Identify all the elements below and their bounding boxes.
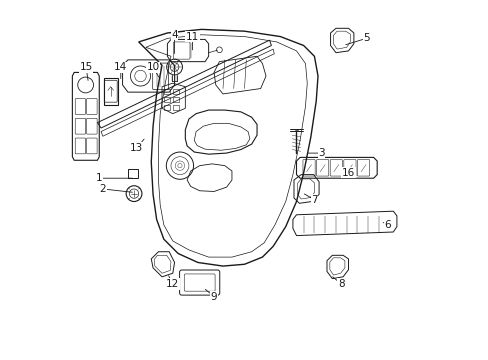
Text: 4: 4 xyxy=(171,30,178,40)
Bar xyxy=(163,105,170,110)
Text: 11: 11 xyxy=(185,32,199,41)
Bar xyxy=(163,97,170,102)
Text: 12: 12 xyxy=(166,279,179,289)
Text: 6: 6 xyxy=(384,220,390,230)
Text: 16: 16 xyxy=(341,168,354,178)
Text: 15: 15 xyxy=(79,62,92,72)
Text: 3: 3 xyxy=(318,148,324,158)
Bar xyxy=(172,97,179,102)
Bar xyxy=(128,169,138,178)
Text: 13: 13 xyxy=(130,143,143,153)
Bar xyxy=(172,89,179,94)
Bar xyxy=(172,105,179,110)
Bar xyxy=(163,89,170,94)
Text: 7: 7 xyxy=(310,195,317,205)
Text: 14: 14 xyxy=(114,62,127,72)
Text: 9: 9 xyxy=(210,292,217,302)
Text: 5: 5 xyxy=(363,33,369,43)
Text: 10: 10 xyxy=(146,62,159,72)
Text: 1: 1 xyxy=(96,173,102,183)
Text: 8: 8 xyxy=(337,279,344,289)
Text: 2: 2 xyxy=(100,184,106,194)
